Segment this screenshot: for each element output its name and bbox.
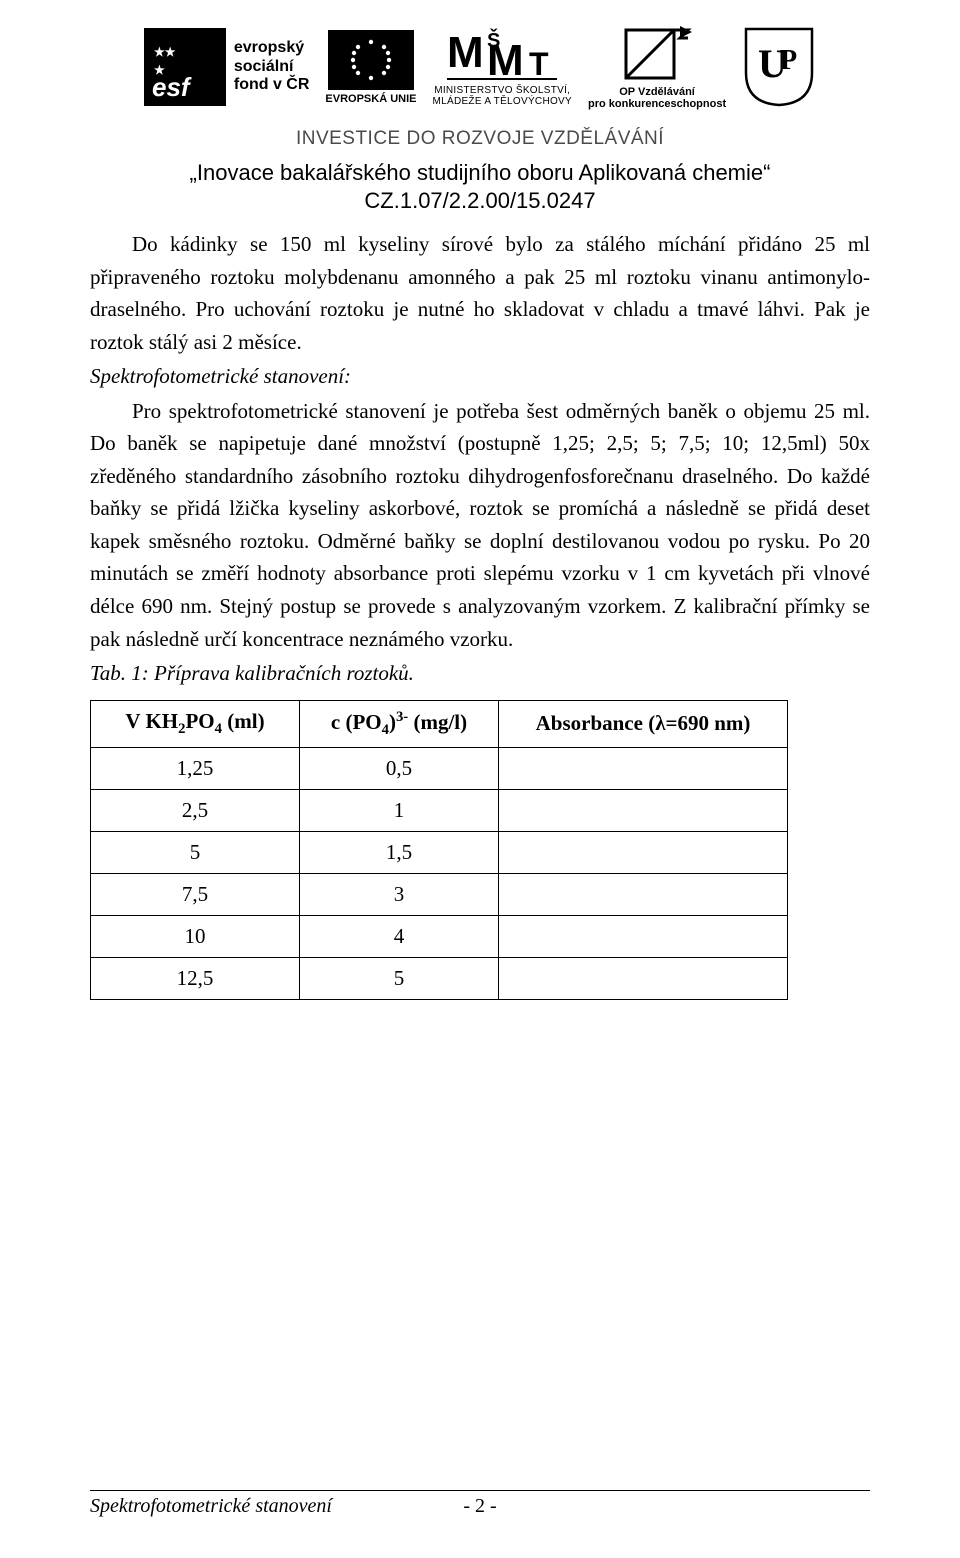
table-cell [499,957,788,999]
paragraph-1: Do kádinky se 150 ml kyseliny sírové byl… [90,228,870,358]
table-cell: 1 [300,789,499,831]
table-cell [499,831,788,873]
table-cell: 0,5 [300,747,499,789]
table-row: 1,250,5 [91,747,788,789]
table-header-cell: V KH2PO4 (ml) [91,700,300,747]
footer-pagenum: - 2 - [463,1495,496,1518]
calibration-table: V KH2PO4 (ml)c (PO4)3- (mg/l)Absorbance … [90,700,788,1000]
svg-text:esf: esf [152,72,192,102]
op-logo: OP Vzdělávání pro konkurenceschopnost [588,24,726,110]
svg-text:P: P [780,45,797,76]
investice-heading: INVESTICE DO ROZVOJE VZDĚLÁVÁNÍ [90,128,870,150]
paragraph-3: Pro spektrofotometrické stanovení je pot… [90,395,870,655]
table-cell [499,789,788,831]
logo-strip: ★★ ★ esf evropský sociální fond v ČR [90,24,870,110]
table-cell: 2,5 [91,789,300,831]
shield-icon: U P [742,25,816,109]
footer-left: Spektrofotometrické stanovení [90,1495,332,1518]
table-cell: 10 [91,915,300,957]
esf-icon: ★★ ★ esf [144,28,226,106]
svg-text:M: M [487,36,524,83]
table-cell [499,747,788,789]
table-cell [499,873,788,915]
eu-flag-icon [328,30,414,90]
table-cell: 3 [300,873,499,915]
msmt-logo: M Š M T MINISTERSTVO ŠKOLSTVÍ, MLÁDEŽE A… [432,27,572,107]
body-text: Do kádinky se 150 ml kyseliny sírové byl… [90,228,870,690]
table-cell: 12,5 [91,957,300,999]
page: ★★ ★ esf evropský sociální fond v ČR [0,0,960,1558]
table-row: 2,51 [91,789,788,831]
table-row: 7,53 [91,873,788,915]
svg-text:★★: ★★ [154,45,176,59]
table-cell [499,915,788,957]
msmt-line1: MINISTERSTVO ŠKOLSTVÍ, [434,85,570,96]
esf-line3: fond v ČR [234,76,310,94]
table-body: 1,250,52,5151,57,5310412,55 [91,747,788,999]
msmt-icon: M Š M T [447,27,557,83]
op-icon [620,24,694,84]
eu-logo: EVROPSKÁ UNIE [325,30,416,105]
table-row: 104 [91,915,788,957]
project-title: „Inovace bakalářského studijního oboru A… [90,160,870,186]
esf-line1: evropský [234,39,310,57]
table-header-cell: Absorbance (λ=690 nm) [499,700,788,747]
table-cell: 5 [300,957,499,999]
table-row: 51,5 [91,831,788,873]
project-code: CZ.1.07/2.2.00/15.0247 [90,188,870,214]
table-cell: 1,25 [91,747,300,789]
up-logo: U P [742,25,816,109]
table-cell: 4 [300,915,499,957]
paragraph-2: Spektrofotometrické stanovení: [90,360,870,393]
page-footer: Spektrofotometrické stanovení - 2 - Spek… [90,1490,870,1518]
svg-text:T: T [529,46,549,82]
esf-line2: sociální [234,58,310,76]
msmt-line2: MLÁDEŽE A TĚLOVÝCHOVY [432,96,572,107]
eu-caption: EVROPSKÁ UNIE [325,93,416,105]
table-cell: 5 [91,831,300,873]
table-cell: 7,5 [91,873,300,915]
table-header-cell: c (PO4)3- (mg/l) [300,700,499,747]
table-caption: Tab. 1: Příprava kalibračních roztoků. [90,657,870,690]
esf-logo: ★★ ★ esf evropský sociální fond v ČR [144,28,310,106]
table-row: 12,55 [91,957,788,999]
svg-text:M: M [447,28,484,77]
table-cell: 1,5 [300,831,499,873]
op-line2: pro konkurenceschopnost [588,98,726,110]
table-header-row: V KH2PO4 (ml)c (PO4)3- (mg/l)Absorbance … [91,700,788,747]
op-line1: OP Vzdělávání [619,86,695,98]
